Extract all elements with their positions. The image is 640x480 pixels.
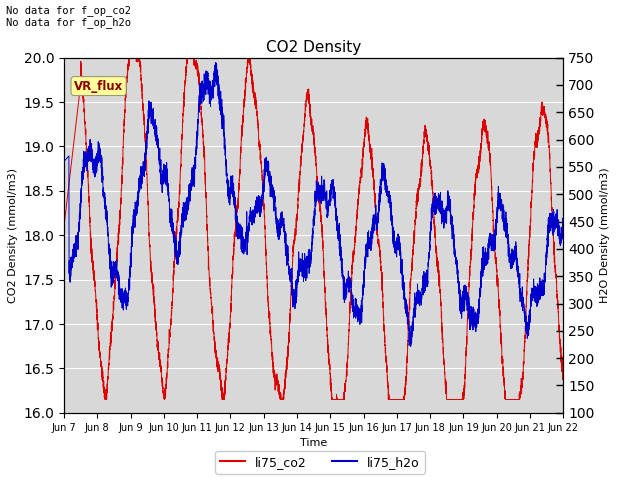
Text: VR_flux: VR_flux	[74, 80, 124, 93]
Y-axis label: CO2 Density (mmol/m3): CO2 Density (mmol/m3)	[8, 168, 18, 303]
Y-axis label: H2O Density (mmol/m3): H2O Density (mmol/m3)	[600, 168, 610, 303]
X-axis label: Time: Time	[300, 438, 327, 448]
Title: CO2 Density: CO2 Density	[266, 40, 361, 55]
Text: No data for f_op_co2
No data for f_op_h2o: No data for f_op_co2 No data for f_op_h2…	[6, 5, 131, 28]
Legend: li75_co2, li75_h2o: li75_co2, li75_h2o	[215, 451, 425, 474]
